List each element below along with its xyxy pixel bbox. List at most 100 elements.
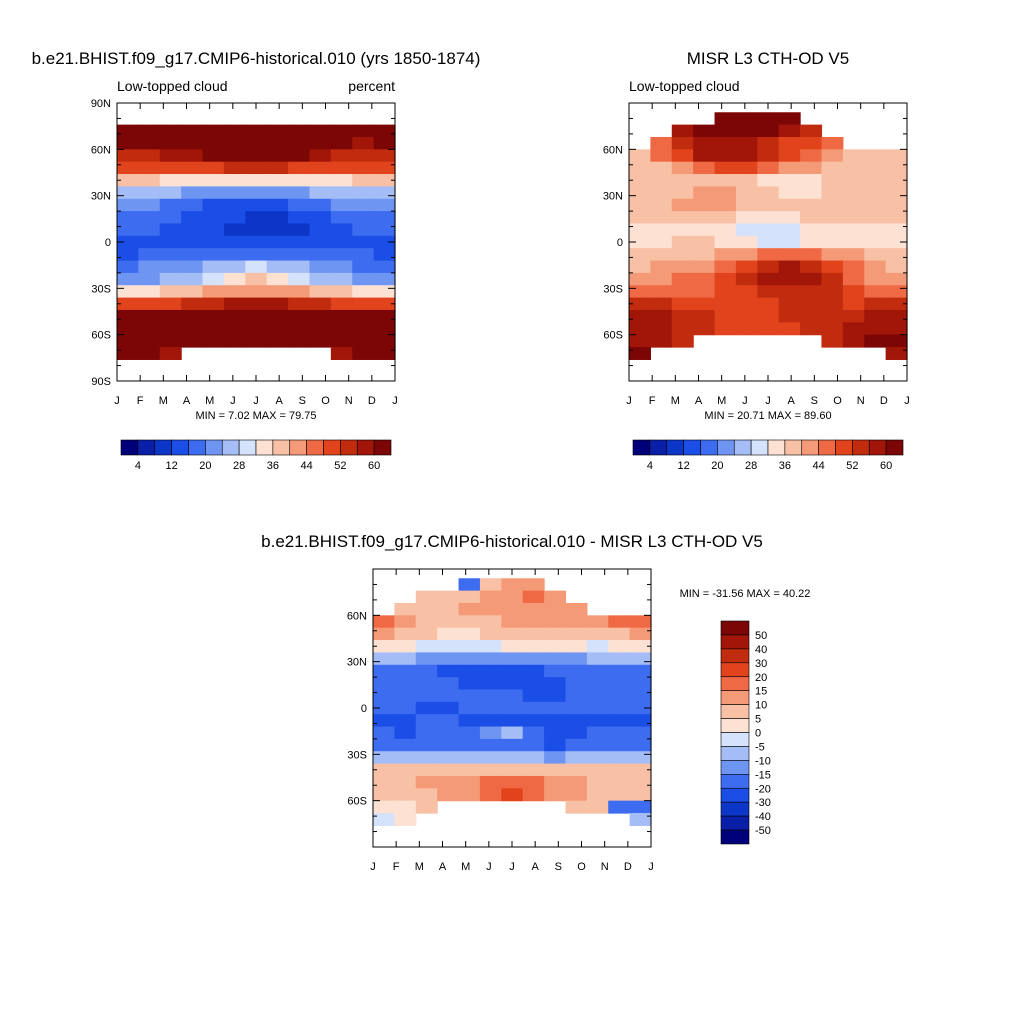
- colorbar-box: [720, 634, 750, 650]
- colorbar-box: [720, 690, 750, 705]
- heatmap-cell: [778, 322, 801, 336]
- heatmap-cell: [565, 788, 588, 802]
- heatmap-cell: [138, 235, 161, 249]
- heatmap-cell: [202, 272, 225, 286]
- heatmap-cell: [159, 223, 182, 237]
- heatmap-cell: [650, 235, 673, 249]
- heatmap-cell: [309, 248, 332, 262]
- heatmap-cell: [202, 297, 225, 311]
- heatmap-cell: [714, 260, 737, 274]
- heatmap-cell: [608, 738, 631, 752]
- heatmap-cell: [245, 322, 268, 336]
- heatmap-cell: [437, 590, 460, 604]
- heatmap-cell: [650, 297, 673, 311]
- heatmap-cell: [800, 260, 823, 274]
- heatmap-cell: [864, 248, 887, 262]
- colorbar-label: 52: [846, 460, 858, 472]
- heatmap-cell: [458, 714, 481, 728]
- heatmap-cell: [842, 272, 865, 286]
- heatmap-cell: [330, 309, 353, 323]
- colorbar-box: [120, 439, 139, 456]
- heatmap-cell: [778, 161, 801, 175]
- heatmap-cell: [885, 248, 908, 262]
- heatmap-cell: [757, 186, 780, 200]
- heatmap-cell: [309, 136, 332, 150]
- heatmap-cell: [650, 309, 673, 323]
- heatmap-cell: [394, 788, 417, 802]
- heatmap-cell: [458, 701, 481, 715]
- heatmap-cell: [309, 285, 332, 299]
- heatmap-cell: [223, 223, 246, 237]
- heatmap-cell: [352, 248, 375, 262]
- y-tick-label: 60S: [347, 796, 367, 808]
- heatmap-cell: [138, 297, 161, 311]
- colorbar-box: [289, 439, 307, 456]
- heatmap-cell: [714, 223, 737, 237]
- heatmap-cell: [202, 198, 225, 212]
- x-tick-label: N: [601, 861, 609, 873]
- heatmap-cell: [671, 211, 694, 225]
- heatmap-cell: [352, 322, 375, 336]
- heatmap-cell: [394, 738, 417, 752]
- heatmap-cell: [522, 738, 545, 752]
- colorbar-box: [221, 439, 240, 456]
- heatmap-cell: [629, 763, 652, 777]
- heatmap-cell: [266, 161, 289, 175]
- colorbar-label: 60: [880, 460, 892, 472]
- heatmap-cell: [842, 174, 865, 187]
- heatmap-cell: [288, 149, 311, 163]
- heatmap-cell: [394, 689, 417, 703]
- colorbar-label: 20: [755, 672, 767, 684]
- heatmap-cell: [330, 285, 353, 299]
- heatmap-cell: [245, 334, 268, 348]
- heatmap-cell: [671, 223, 694, 237]
- heatmap-cell: [330, 211, 353, 225]
- heatmap-cell: [266, 334, 289, 348]
- heatmap-cell: [586, 726, 609, 740]
- heatmap-cell: [415, 652, 438, 666]
- colorbar-box: [784, 439, 803, 456]
- heatmap-cell: [885, 322, 908, 336]
- heatmap-cell: [693, 260, 716, 274]
- heatmap-cell: [373, 161, 396, 175]
- heatmap-cell: [522, 615, 545, 629]
- heatmap-cell: [202, 149, 225, 163]
- heatmap-cell: [202, 322, 225, 336]
- x-tick-label: O: [577, 861, 586, 873]
- heatmap-cell: [629, 347, 651, 360]
- panel-model: b.e21.BHIST.f09_g17.CMIP6-historical.010…: [32, 49, 481, 472]
- heatmap-cell: [458, 578, 481, 592]
- heatmap-cell: [117, 297, 139, 311]
- heatmap-cell: [437, 664, 460, 678]
- colorbar-label: 10: [755, 700, 767, 712]
- heatmap-cell: [288, 223, 311, 237]
- heatmap-cell: [352, 272, 375, 286]
- heatmap-cell: [501, 578, 524, 592]
- heatmap-cell: [437, 689, 460, 703]
- heatmap-cell: [138, 198, 161, 212]
- heatmap-cell: [842, 322, 865, 336]
- heatmap-cell: [714, 186, 737, 200]
- heatmap-cell: [522, 763, 545, 777]
- heatmap-cell: [778, 149, 801, 163]
- heatmap-cell: [671, 198, 694, 212]
- heatmap-cell: [800, 248, 823, 262]
- heatmap-cell: [479, 652, 502, 666]
- heatmap-cell: [330, 174, 353, 187]
- heatmap-cell: [288, 260, 311, 274]
- heatmap-cell: [394, 652, 417, 666]
- heatmap-cell: [394, 775, 417, 789]
- panel-model-left-label: Low-topped cloud: [117, 78, 228, 94]
- heatmap-cell: [245, 198, 268, 212]
- y-tick-label: 0: [617, 237, 623, 249]
- heatmap-cell: [735, 272, 758, 286]
- heatmap-cell: [138, 223, 161, 237]
- heatmap-cell: [778, 186, 801, 200]
- heatmap-cell: [223, 285, 246, 299]
- heatmap-cell: [415, 751, 438, 765]
- heatmap-cell: [415, 615, 438, 629]
- heatmap-cell: [223, 149, 246, 163]
- heatmap-cell: [202, 174, 225, 187]
- heatmap-cell: [629, 174, 651, 187]
- y-tick-label: 60N: [603, 144, 623, 156]
